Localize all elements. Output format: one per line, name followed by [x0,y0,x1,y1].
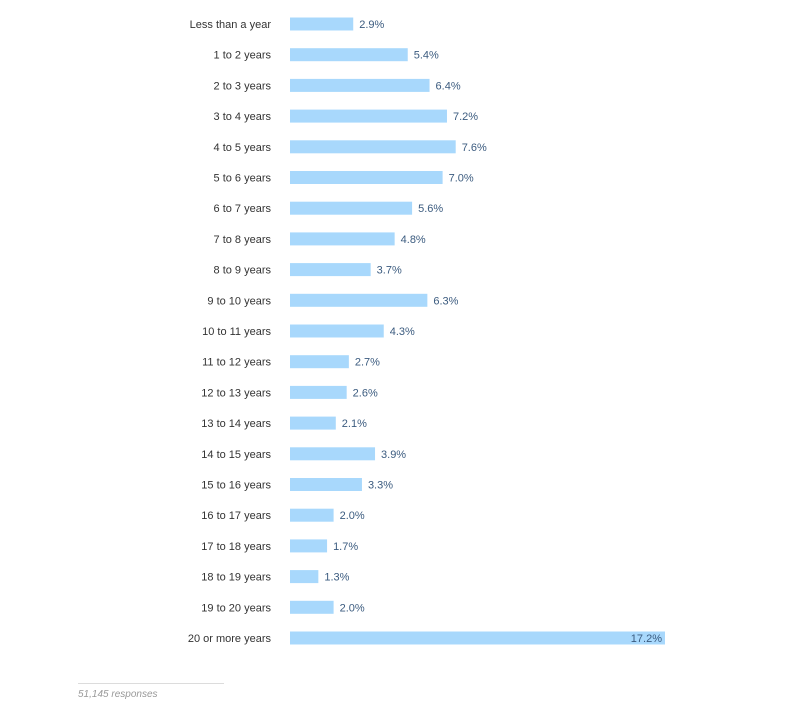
bar [290,232,395,246]
bar [290,78,430,92]
category-label: 5 to 6 years [214,173,272,185]
bar-row: 8 to 9 years 3.7% [214,263,402,277]
category-label: 14 to 15 years [201,449,271,461]
value-label: 6.3% [433,295,458,307]
bar-row: 7 to 8 years 4.8% [214,232,426,246]
category-label: 6 to 7 years [214,203,272,215]
bar-row: 19 to 20 years 2.0% [201,600,365,614]
value-label: 2.0% [340,510,365,522]
bar [290,416,336,430]
category-label: 9 to 10 years [207,295,271,307]
value-label: 4.8% [401,234,426,246]
category-label: 20 or more years [188,633,272,645]
bar-row: 1 to 2 years 5.4% [214,48,439,62]
category-label: 3 to 4 years [214,111,272,123]
bar-row: 18 to 19 years 1.3% [201,570,350,584]
bar-row: 14 to 15 years 3.9% [201,447,406,461]
value-label: 2.6% [353,387,378,399]
bar [290,324,384,338]
category-label: 15 to 16 years [201,480,271,492]
category-label: 4 to 5 years [214,142,272,154]
category-label: 1 to 2 years [214,50,272,62]
bar-row: 3 to 4 years 7.2% [214,109,478,123]
bar [290,355,349,369]
value-label: 3.3% [368,480,393,492]
bar [290,631,665,645]
bar-row: 15 to 16 years 3.3% [201,478,393,492]
value-label: 2.7% [355,357,380,369]
bar-row: 10 to 11 years 4.3% [202,324,415,338]
value-label: 2.0% [340,602,365,614]
category-label: 7 to 8 years [214,234,272,246]
bar-row: 13 to 14 years 2.1% [201,416,367,430]
bar [290,140,456,154]
value-label: 7.2% [453,111,478,123]
value-label: 7.6% [462,142,487,154]
bar [290,263,371,277]
bar-row: 12 to 13 years 2.6% [201,385,378,399]
category-label: 10 to 11 years [202,326,271,338]
bar [290,600,334,614]
bar [290,48,408,62]
category-label: 8 to 9 years [214,265,272,277]
bar [290,385,347,399]
category-label: 19 to 20 years [201,602,271,614]
bar-row: 11 to 12 years 2.7% [202,355,380,369]
value-label: 1.7% [333,541,358,553]
bar [290,201,413,215]
bar [290,478,362,491]
value-label: 3.7% [377,265,402,277]
bar [290,109,447,123]
bar-row: Less than a year 2.9% [190,17,385,31]
category-label: 17 to 18 years [201,541,271,553]
category-label: Less than a year [190,19,272,31]
bar [290,293,428,307]
value-label: 2.9% [359,19,384,31]
category-label: 13 to 14 years [201,418,271,430]
footer-divider [78,683,224,684]
value-label: 4.3% [390,326,415,338]
bar-row: 2 to 3 years 6.4% [214,78,461,92]
value-label: 7.0% [449,173,474,185]
responses-count: 51,145 responses [78,689,158,700]
value-label: 5.4% [414,50,439,62]
value-label: 17.2% [631,633,662,645]
bar-row: 20 or more years 17.2% [188,631,665,645]
category-label: 18 to 19 years [201,572,271,584]
bar [290,539,328,553]
bar [290,171,443,184]
value-label: 3.9% [381,449,406,461]
bar [290,570,319,584]
value-label: 2.1% [342,418,367,430]
bar [290,447,376,461]
category-label: 16 to 17 years [201,510,271,522]
bar-row: 16 to 17 years 2.0% [201,508,365,522]
bar [290,17,354,31]
bar-row: 5 to 6 years 7.0% [214,171,474,185]
bar-row: 6 to 7 years 5.6% [214,201,443,215]
value-label: 6.4% [436,80,461,92]
category-label: 11 to 12 years [202,357,271,369]
value-label: 1.3% [324,572,349,584]
bar-row: 4 to 5 years 7.6% [214,140,487,154]
category-label: 2 to 3 years [214,80,272,92]
category-label: 12 to 13 years [201,387,271,399]
bar-chart: Less than a year 2.9% 1 to 2 years 5.4% 2 to… [188,17,665,645]
bar [290,508,334,522]
value-label: 5.6% [418,203,443,215]
bar-row: 9 to 10 years 6.3% [207,293,459,307]
bar-row: 17 to 18 years 1.7% [201,539,358,553]
